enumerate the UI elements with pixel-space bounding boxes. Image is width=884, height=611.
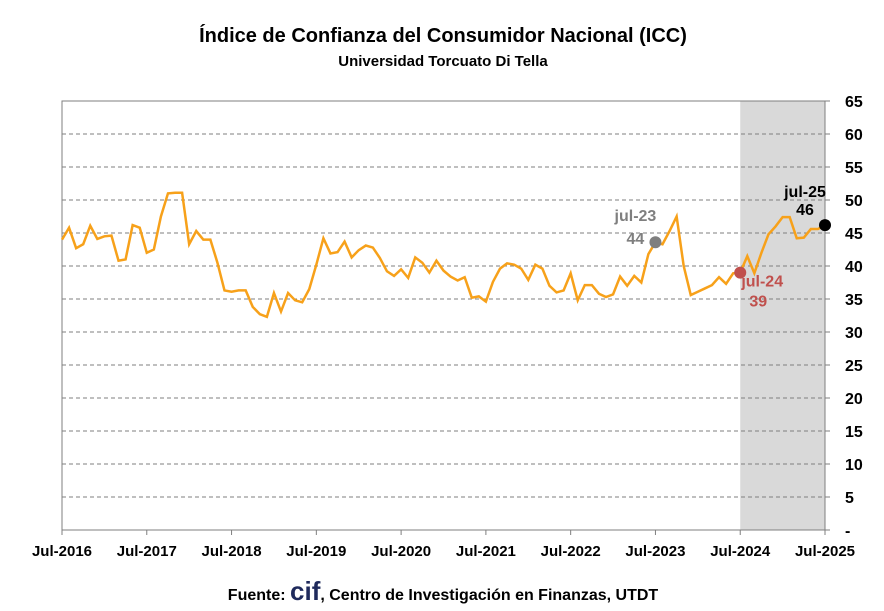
x-tick-label: Jul-2019 <box>286 543 346 560</box>
source-logo: cif <box>290 576 321 606</box>
source-text: Fuente: <box>228 587 290 604</box>
y-tick-label: 35 <box>845 292 863 309</box>
chart-title: Índice de Confianza del Consumidor Nacio… <box>199 24 687 47</box>
y-tick-label: 10 <box>845 457 863 474</box>
y-tick-label: 30 <box>845 325 863 342</box>
x-tick-label: Jul-2018 <box>202 543 262 560</box>
x-tick-label: Jul-2017 <box>117 543 177 560</box>
y-tick-label: 60 <box>845 127 863 144</box>
source: Fuente: cif, Centro de Investigación en … <box>228 576 659 606</box>
highlight-value: 46 <box>796 202 814 219</box>
y-tick-label: 65 <box>845 94 863 111</box>
x-tick-label: Jul-2016 <box>32 543 92 560</box>
x-tick-label: Jul-2021 <box>456 543 516 560</box>
x-tick-label: Jul-2023 <box>625 543 685 560</box>
x-tick-label: Jul-2025 <box>795 543 855 560</box>
y-tick-label: 55 <box>845 160 863 177</box>
highlight-label: jul-24 <box>740 274 783 291</box>
shaded-region <box>740 101 825 530</box>
highlight-point <box>734 266 747 279</box>
highlight-value: 39 <box>749 294 767 311</box>
x-tick-label: Jul-2020 <box>371 543 431 560</box>
y-tick-label: 50 <box>845 193 863 210</box>
highlight-point <box>819 219 831 232</box>
y-tick-label: 25 <box>845 358 863 375</box>
y-tick-label: 45 <box>845 226 863 243</box>
y-tick-label: 20 <box>845 391 863 408</box>
x-tick-label: Jul-2024 <box>710 543 771 560</box>
highlight-point <box>649 236 662 249</box>
highlight-label: jul-23 <box>614 208 657 225</box>
highlight-value: 44 <box>627 231 645 248</box>
y-tick-label: 15 <box>845 424 863 441</box>
y-tick-label: 5 <box>845 490 854 507</box>
chart-subtitle: Universidad Torcuato Di Tella <box>338 53 548 70</box>
y-tick-label: 40 <box>845 259 863 276</box>
highlight-label: jul-25 <box>783 184 826 201</box>
plot-frame <box>61 100 826 531</box>
source-text: , Centro de Investigación en Finanzas, U… <box>320 587 658 604</box>
line-series <box>60 191 826 319</box>
y-tick-label: - <box>845 523 850 540</box>
x-tick-label: Jul-2022 <box>541 543 601 560</box>
